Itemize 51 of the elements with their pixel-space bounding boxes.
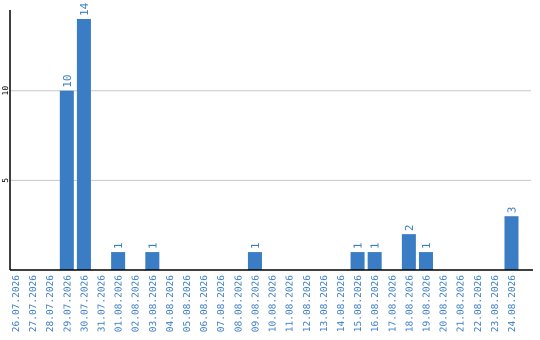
bar [418,252,433,270]
x-tick-label: 12.08.2026 [302,274,313,332]
x-tick-label: 08.08.2026 [233,274,244,332]
x-tick-label: 07.08.2026 [216,274,228,332]
x-tick-label: 26.07.2026 [11,274,22,332]
bar [368,252,382,270]
data-label: 3 [505,206,518,214]
bar [76,18,91,270]
x-tick-label: 11.08.2026 [284,274,296,332]
bar [402,234,416,270]
data-label: 14 [78,2,91,16]
x-tick-label: 18.08.2026 [404,274,416,332]
x-tick-label: 04.08.2026 [164,274,176,332]
bar [145,252,160,270]
x-tick-label: 24.08.2026 [506,274,518,332]
x-tick-label: 02.08.2026 [130,274,142,332]
x-tick-label: 06.08.2026 [199,274,210,332]
y-tick-label: 5 [1,178,10,183]
x-tick-label: 20.08.2026 [438,274,450,332]
data-label: 1 [368,242,382,250]
x-tick-label: 29.07.2026 [62,274,74,332]
x-tick-label: 19.08.2026 [421,274,432,332]
x-tick-label: 21.08.2026 [456,274,467,332]
x-tick-label: 17.08.2026 [387,274,398,332]
data-label: 1 [112,242,126,250]
data-label: 1 [146,242,160,250]
x-tick-label: 22.08.2026 [472,274,484,332]
data-label: 1 [248,242,262,250]
data-label: 10 [60,74,74,88]
data-label: 1 [420,242,433,250]
x-tick-label: 27.07.2026 [28,274,40,332]
bar [350,252,365,270]
x-tick-label: 14.08.2026 [336,274,347,332]
bar [504,216,518,270]
x-tick-label: 01.08.2026 [114,274,125,332]
x-tick-label: 09.08.2026 [250,274,262,332]
data-label: 1 [352,242,365,250]
bar [248,252,262,270]
x-tick-label: 31.07.2026 [96,274,108,332]
x-tick-label: 13.08.2026 [318,274,330,332]
x-tick-label: 28.07.2026 [45,274,56,332]
bar [111,252,126,270]
x-tick-label: 15.08.2026 [353,274,364,332]
x-tick-label: 23.08.2026 [490,274,501,332]
bar [60,90,74,270]
x-tick-label: 10.08.2026 [268,274,279,332]
data-label: 2 [402,224,416,232]
x-tick-label: 16.08.2026 [370,274,382,332]
x-tick-label: 03.08.2026 [148,274,159,332]
x-tick-label: 05.08.2026 [182,274,194,332]
x-tick-label: 30.07.2026 [79,274,90,332]
